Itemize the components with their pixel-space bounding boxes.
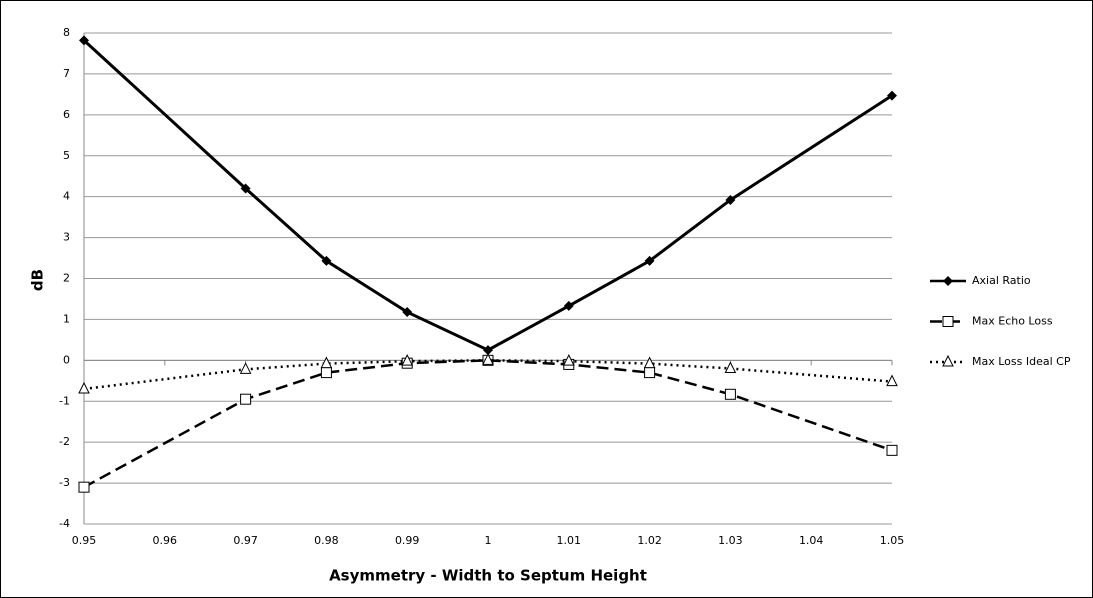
y-tick-label: -4: [59, 517, 70, 530]
x-tick-label: 1.03: [718, 534, 743, 547]
y-tick-label: 2: [63, 272, 70, 285]
marker: [724, 388, 736, 400]
marker: [321, 255, 332, 266]
y-tick-label: 1: [63, 312, 70, 325]
y-tick-label: 3: [63, 231, 70, 244]
series-line: [83, 359, 893, 489]
x-tick-label: 0.96: [153, 534, 178, 547]
marker: [644, 255, 655, 266]
x-tick-label: 0.98: [314, 534, 339, 547]
y-tick-label: 8: [63, 26, 70, 39]
legend-marker: [943, 276, 953, 286]
marker: [320, 367, 332, 379]
y-tick-label: 5: [63, 149, 70, 162]
marker: [563, 300, 574, 311]
x-tick-label: 0.97: [233, 534, 258, 547]
y-axis-title: dB: [29, 269, 47, 291]
legend-label: Axial Ratio: [972, 274, 1031, 287]
marker: [887, 90, 897, 101]
y-tick-label: 0: [63, 353, 70, 366]
marker: [724, 361, 737, 374]
marker: [78, 481, 90, 493]
marker: [402, 307, 413, 318]
legend-label: Max Echo Loss: [972, 315, 1053, 328]
y-tick-label: 6: [63, 108, 70, 121]
x-tick-label: 0.99: [395, 534, 420, 547]
marker: [886, 374, 898, 387]
x-tick-label: 1: [485, 534, 492, 547]
marker: [240, 393, 252, 405]
marker: [644, 367, 656, 379]
marker: [643, 356, 656, 369]
x-tick-label: 1.04: [799, 534, 824, 547]
x-tick-label: 1.02: [637, 534, 662, 547]
y-tick-label: 7: [63, 67, 70, 80]
marker: [725, 194, 736, 205]
legend-marker: [942, 354, 954, 367]
y-tick-label: 4: [63, 190, 70, 203]
x-tick-label: 1.01: [557, 534, 582, 547]
x-tick-label: 1.05: [880, 534, 905, 547]
y-tick-label: -3: [59, 476, 70, 489]
marker: [78, 381, 90, 394]
marker: [240, 183, 251, 194]
y-tick-label: -2: [59, 435, 70, 448]
x-tick-label: 0.95: [72, 534, 97, 547]
marker: [483, 345, 493, 356]
legend-label: Max Loss Ideal CP: [972, 355, 1071, 368]
marker: [79, 35, 89, 46]
y-tick-label: -1: [59, 394, 70, 407]
marker: [401, 354, 414, 366]
x-axis-title: Asymmetry - Width to Septum Height: [329, 567, 647, 585]
marker: [562, 354, 575, 366]
marker: [886, 444, 898, 456]
marker: [239, 362, 252, 374]
marker: [320, 356, 333, 369]
marker: [482, 353, 494, 365]
legend-marker: [942, 316, 954, 327]
